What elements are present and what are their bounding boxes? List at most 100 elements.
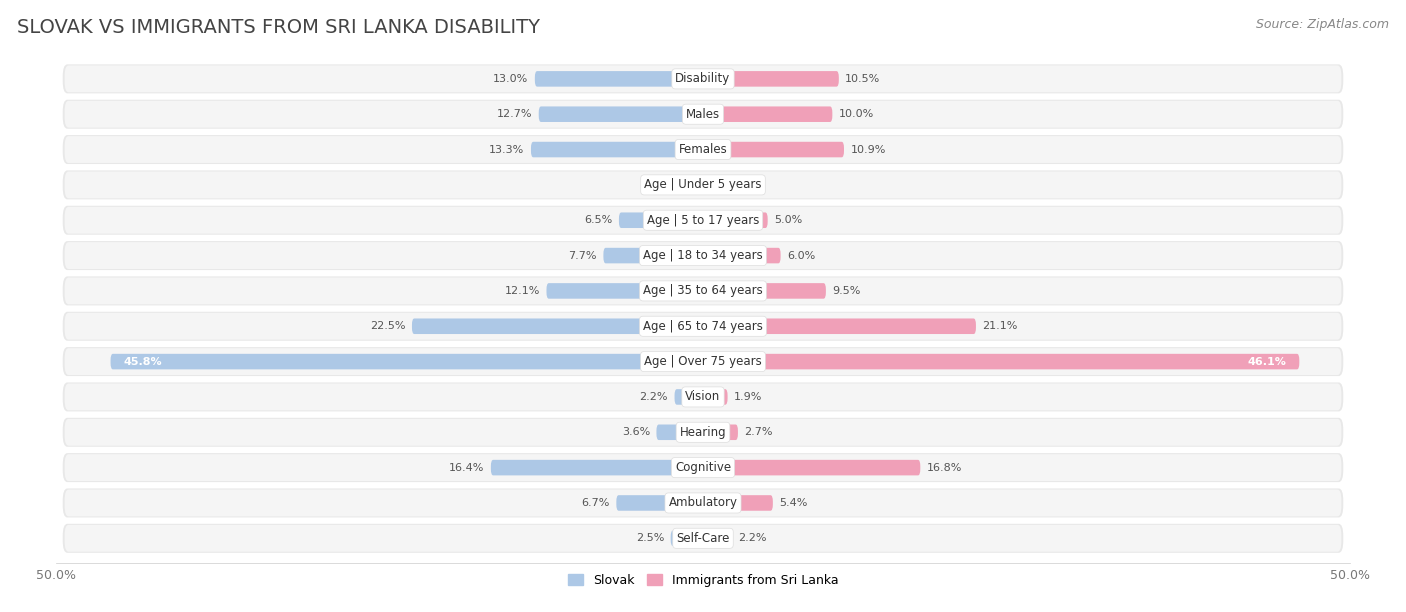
- FancyBboxPatch shape: [534, 71, 703, 87]
- FancyBboxPatch shape: [65, 454, 1341, 481]
- Text: 2.2%: 2.2%: [640, 392, 668, 402]
- FancyBboxPatch shape: [531, 142, 703, 157]
- Text: 5.4%: 5.4%: [779, 498, 807, 508]
- Text: Source: ZipAtlas.com: Source: ZipAtlas.com: [1256, 18, 1389, 31]
- Text: 1.1%: 1.1%: [724, 180, 752, 190]
- Text: Age | 65 to 74 years: Age | 65 to 74 years: [643, 319, 763, 333]
- FancyBboxPatch shape: [65, 277, 1341, 304]
- Text: 1.7%: 1.7%: [647, 180, 675, 190]
- FancyBboxPatch shape: [538, 106, 703, 122]
- FancyBboxPatch shape: [703, 248, 780, 263]
- FancyBboxPatch shape: [63, 382, 1343, 411]
- Text: 16.8%: 16.8%: [927, 463, 962, 472]
- Text: 46.1%: 46.1%: [1247, 357, 1286, 367]
- FancyBboxPatch shape: [616, 495, 703, 511]
- FancyBboxPatch shape: [65, 242, 1341, 269]
- FancyBboxPatch shape: [412, 318, 703, 334]
- Text: SLOVAK VS IMMIGRANTS FROM SRI LANKA DISABILITY: SLOVAK VS IMMIGRANTS FROM SRI LANKA DISA…: [17, 18, 540, 37]
- Text: 1.9%: 1.9%: [734, 392, 762, 402]
- FancyBboxPatch shape: [703, 106, 832, 122]
- FancyBboxPatch shape: [619, 212, 703, 228]
- FancyBboxPatch shape: [65, 525, 1341, 552]
- Text: Self-Care: Self-Care: [676, 532, 730, 545]
- Text: Disability: Disability: [675, 72, 731, 85]
- FancyBboxPatch shape: [703, 212, 768, 228]
- FancyBboxPatch shape: [63, 453, 1343, 482]
- Text: Hearing: Hearing: [679, 426, 727, 439]
- FancyBboxPatch shape: [63, 64, 1343, 94]
- FancyBboxPatch shape: [65, 419, 1341, 446]
- FancyBboxPatch shape: [65, 348, 1341, 375]
- Text: Cognitive: Cognitive: [675, 461, 731, 474]
- Text: 7.7%: 7.7%: [568, 250, 598, 261]
- FancyBboxPatch shape: [703, 495, 773, 511]
- Text: 13.3%: 13.3%: [489, 144, 524, 155]
- FancyBboxPatch shape: [65, 136, 1341, 163]
- Text: 6.5%: 6.5%: [585, 215, 613, 225]
- Text: 2.7%: 2.7%: [744, 427, 773, 438]
- FancyBboxPatch shape: [63, 418, 1343, 447]
- FancyBboxPatch shape: [603, 248, 703, 263]
- Text: 10.0%: 10.0%: [839, 109, 875, 119]
- FancyBboxPatch shape: [63, 135, 1343, 164]
- FancyBboxPatch shape: [703, 142, 844, 157]
- FancyBboxPatch shape: [657, 425, 703, 440]
- FancyBboxPatch shape: [703, 177, 717, 193]
- FancyBboxPatch shape: [63, 347, 1343, 376]
- Text: Age | Over 75 years: Age | Over 75 years: [644, 355, 762, 368]
- Text: 13.0%: 13.0%: [494, 74, 529, 84]
- FancyBboxPatch shape: [703, 389, 727, 405]
- FancyBboxPatch shape: [703, 71, 839, 87]
- Text: Age | Under 5 years: Age | Under 5 years: [644, 178, 762, 192]
- Text: 2.5%: 2.5%: [636, 533, 664, 543]
- Text: Age | 5 to 17 years: Age | 5 to 17 years: [647, 214, 759, 226]
- FancyBboxPatch shape: [703, 531, 731, 546]
- FancyBboxPatch shape: [491, 460, 703, 476]
- Text: 12.7%: 12.7%: [496, 109, 533, 119]
- FancyBboxPatch shape: [703, 283, 825, 299]
- FancyBboxPatch shape: [671, 531, 703, 546]
- Text: 22.5%: 22.5%: [370, 321, 405, 331]
- FancyBboxPatch shape: [703, 460, 921, 476]
- Text: 6.7%: 6.7%: [582, 498, 610, 508]
- FancyBboxPatch shape: [547, 283, 703, 299]
- FancyBboxPatch shape: [703, 425, 738, 440]
- Text: 10.9%: 10.9%: [851, 144, 886, 155]
- Text: 9.5%: 9.5%: [832, 286, 860, 296]
- Text: 45.8%: 45.8%: [124, 357, 162, 367]
- FancyBboxPatch shape: [681, 177, 703, 193]
- FancyBboxPatch shape: [63, 312, 1343, 341]
- FancyBboxPatch shape: [63, 100, 1343, 129]
- Text: Vision: Vision: [685, 390, 721, 403]
- Text: Age | 18 to 34 years: Age | 18 to 34 years: [643, 249, 763, 262]
- Text: 21.1%: 21.1%: [983, 321, 1018, 331]
- FancyBboxPatch shape: [65, 490, 1341, 517]
- FancyBboxPatch shape: [65, 313, 1341, 340]
- Text: Females: Females: [679, 143, 727, 156]
- FancyBboxPatch shape: [65, 384, 1341, 411]
- Text: 10.5%: 10.5%: [845, 74, 880, 84]
- FancyBboxPatch shape: [675, 389, 703, 405]
- FancyBboxPatch shape: [63, 241, 1343, 270]
- Text: 2.2%: 2.2%: [738, 533, 766, 543]
- Text: 3.6%: 3.6%: [621, 427, 650, 438]
- FancyBboxPatch shape: [703, 354, 1299, 370]
- FancyBboxPatch shape: [63, 206, 1343, 235]
- Text: 6.0%: 6.0%: [787, 250, 815, 261]
- Text: 12.1%: 12.1%: [505, 286, 540, 296]
- Text: Ambulatory: Ambulatory: [668, 496, 738, 509]
- FancyBboxPatch shape: [63, 524, 1343, 553]
- FancyBboxPatch shape: [63, 277, 1343, 305]
- Text: 16.4%: 16.4%: [449, 463, 485, 472]
- FancyBboxPatch shape: [65, 101, 1341, 128]
- FancyBboxPatch shape: [65, 171, 1341, 198]
- Text: Males: Males: [686, 108, 720, 121]
- FancyBboxPatch shape: [63, 170, 1343, 200]
- FancyBboxPatch shape: [65, 207, 1341, 234]
- Text: Age | 35 to 64 years: Age | 35 to 64 years: [643, 285, 763, 297]
- FancyBboxPatch shape: [111, 354, 703, 370]
- FancyBboxPatch shape: [703, 318, 976, 334]
- Legend: Slovak, Immigrants from Sri Lanka: Slovak, Immigrants from Sri Lanka: [562, 569, 844, 592]
- FancyBboxPatch shape: [63, 488, 1343, 518]
- FancyBboxPatch shape: [65, 65, 1341, 92]
